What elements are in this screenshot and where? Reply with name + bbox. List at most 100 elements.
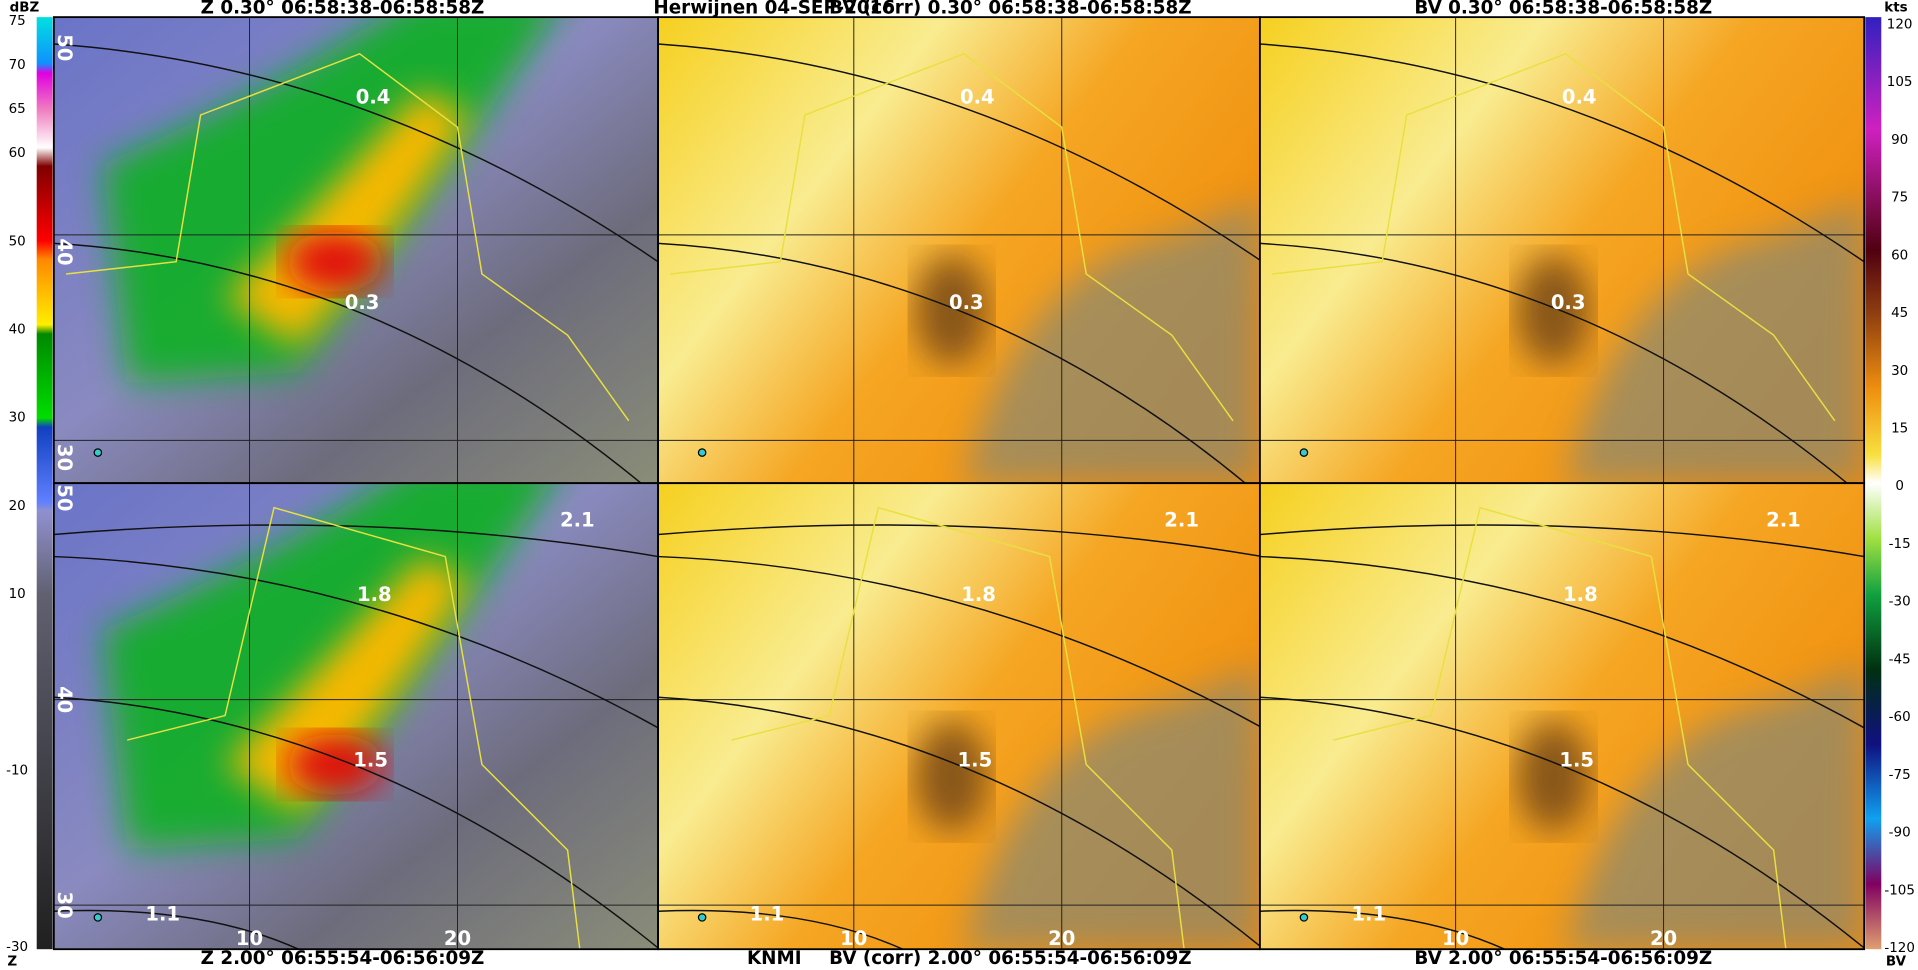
border-line	[1272, 52, 1836, 422]
range-ring	[658, 242, 1246, 484]
ring-label: 0.4	[960, 85, 995, 108]
colorbar-tick-label: 60	[9, 146, 26, 161]
colorbar-unit: dBZ	[10, 0, 40, 15]
panel-title: Z 2.00° 06:55:54-06:56:09Z	[201, 948, 485, 969]
side-label: 30	[53, 892, 76, 919]
panel-title: BV 0.30° 06:58:38-06:58:58Z	[1414, 0, 1712, 19]
colorbar-tick-label: 30	[1891, 364, 1908, 379]
range-ring	[53, 696, 659, 949]
range-ring	[658, 696, 1260, 947]
range-ring	[1259, 242, 1848, 484]
panel-content: 2.1 1.8 1.5 1.1 10 20	[1259, 483, 1865, 950]
range-ring	[658, 909, 904, 950]
side-label: 50	[53, 34, 76, 61]
colorbar-tick-label: 60	[1891, 248, 1908, 263]
colorbar-tick-label: -45	[1889, 652, 1911, 667]
side-label: 50	[53, 484, 76, 511]
colorbar-tick-label: 40	[9, 322, 26, 337]
range-ring	[658, 524, 1260, 557]
radar-panel: 0.4 0.3	[1258, 16, 1866, 485]
panel-content: 0.4 0.3	[1259, 17, 1865, 484]
radar-site	[93, 448, 103, 457]
reflectivity-colorbar	[36, 17, 53, 950]
range-ring	[1259, 524, 1865, 558]
range-label: 20	[1650, 927, 1677, 950]
colorbar-tick-label: 0	[1895, 479, 1904, 494]
ring-label: 1.8	[357, 583, 392, 606]
colorbar-name: BV	[1886, 954, 1907, 969]
ring-label: 2.1	[1164, 509, 1199, 532]
colorbar-tick-label: 75	[9, 14, 26, 29]
range-label: 20	[1048, 927, 1075, 950]
shear-zone	[1516, 721, 1591, 832]
radar-site	[697, 448, 707, 457]
range-ring	[53, 524, 659, 558]
radar-panel: 0.4 0.3	[657, 16, 1261, 485]
range-ring	[53, 242, 642, 484]
ring-label: 0.4	[356, 85, 391, 108]
colorbar-tick-label: -30	[1889, 595, 1911, 610]
no-data	[963, 666, 1260, 950]
shear-zone	[914, 255, 989, 366]
colorbar-tick-label: -60	[1889, 710, 1911, 725]
radar-panel: 2.1 1.8 1.5 1.1 10 20 50 40 30	[52, 482, 660, 951]
colorbar-tick-label: -15	[1889, 537, 1911, 552]
radar-panel: 2.1 1.8 1.5 1.1 10 20	[1258, 482, 1866, 951]
ring-label: 1.5	[1559, 748, 1594, 771]
range-ring	[658, 555, 1260, 728]
colorbar-tick-label: 120	[1887, 17, 1913, 32]
border-line	[731, 506, 1185, 950]
panel-border	[1258, 482, 1866, 951]
ring-label: 2.1	[560, 509, 595, 532]
range-ring	[1259, 555, 1865, 729]
colorbar-tick-label: 75	[1891, 191, 1908, 206]
radar-panel: 0.4 0.3 50 40 30	[52, 16, 660, 485]
colorbar-unit: kts	[1884, 0, 1907, 15]
colorbar-tick-label: -120	[1884, 941, 1915, 956]
range-ring	[53, 43, 659, 263]
side-label: 40	[53, 238, 76, 265]
side-label: 30	[53, 444, 76, 471]
panel-title: Z 0.30° 06:58:38-06:58:58Z	[201, 0, 485, 19]
border-line	[65, 52, 630, 422]
range-label: 10	[840, 927, 867, 950]
radar-site	[697, 913, 707, 922]
panel-content: 2.1 1.8 1.5 1.1 10 20	[658, 483, 1260, 950]
colorbar-tick-label: 105	[1887, 75, 1913, 90]
colorbar-tick-label: -105	[1884, 883, 1915, 898]
ring-label: 1.8	[961, 583, 996, 606]
range-label: 10	[1442, 927, 1469, 950]
range-label: 20	[444, 927, 471, 950]
ring-label: 1.1	[145, 902, 180, 925]
no-data	[1565, 666, 1865, 950]
velocity-colorbar	[1865, 17, 1882, 950]
radar-panel: 2.1 1.8 1.5 1.1 10 20	[657, 482, 1261, 951]
ring-label: 0.3	[1551, 291, 1586, 314]
ring-label: 1.1	[750, 902, 785, 925]
range-ring	[658, 43, 1260, 262]
radar-site	[93, 913, 103, 922]
panel-title: Herwijnen 04-SEP-2016	[653, 0, 895, 19]
no-data	[963, 200, 1260, 484]
ring-label: 1.5	[353, 748, 388, 771]
range-ring	[1259, 909, 1505, 950]
range-ring	[1259, 43, 1865, 263]
ring-label: 1.5	[958, 748, 993, 771]
range-ring	[53, 909, 299, 950]
ring-label: 0.3	[345, 291, 380, 314]
panel-content: 2.1 1.8 1.5 1.1 10 20 50 40 30	[53, 483, 659, 950]
panel-title: BV (corr) 0.30° 06:58:38-06:58:58Z	[829, 0, 1191, 19]
colorbar-tick-label: 15	[1891, 422, 1908, 437]
range-ring	[53, 555, 659, 729]
echo-max	[286, 231, 385, 293]
colorbar-tick-label: -30	[6, 940, 28, 955]
echo-core	[225, 556, 470, 814]
side-label: 40	[53, 686, 76, 713]
no-data	[1565, 200, 1865, 484]
border-line	[670, 52, 1234, 422]
shear-zone	[1516, 255, 1591, 366]
panel-title: KNMI	[747, 948, 802, 969]
radar-site	[1299, 448, 1309, 457]
colorbar-tick-label: 50	[9, 234, 26, 249]
